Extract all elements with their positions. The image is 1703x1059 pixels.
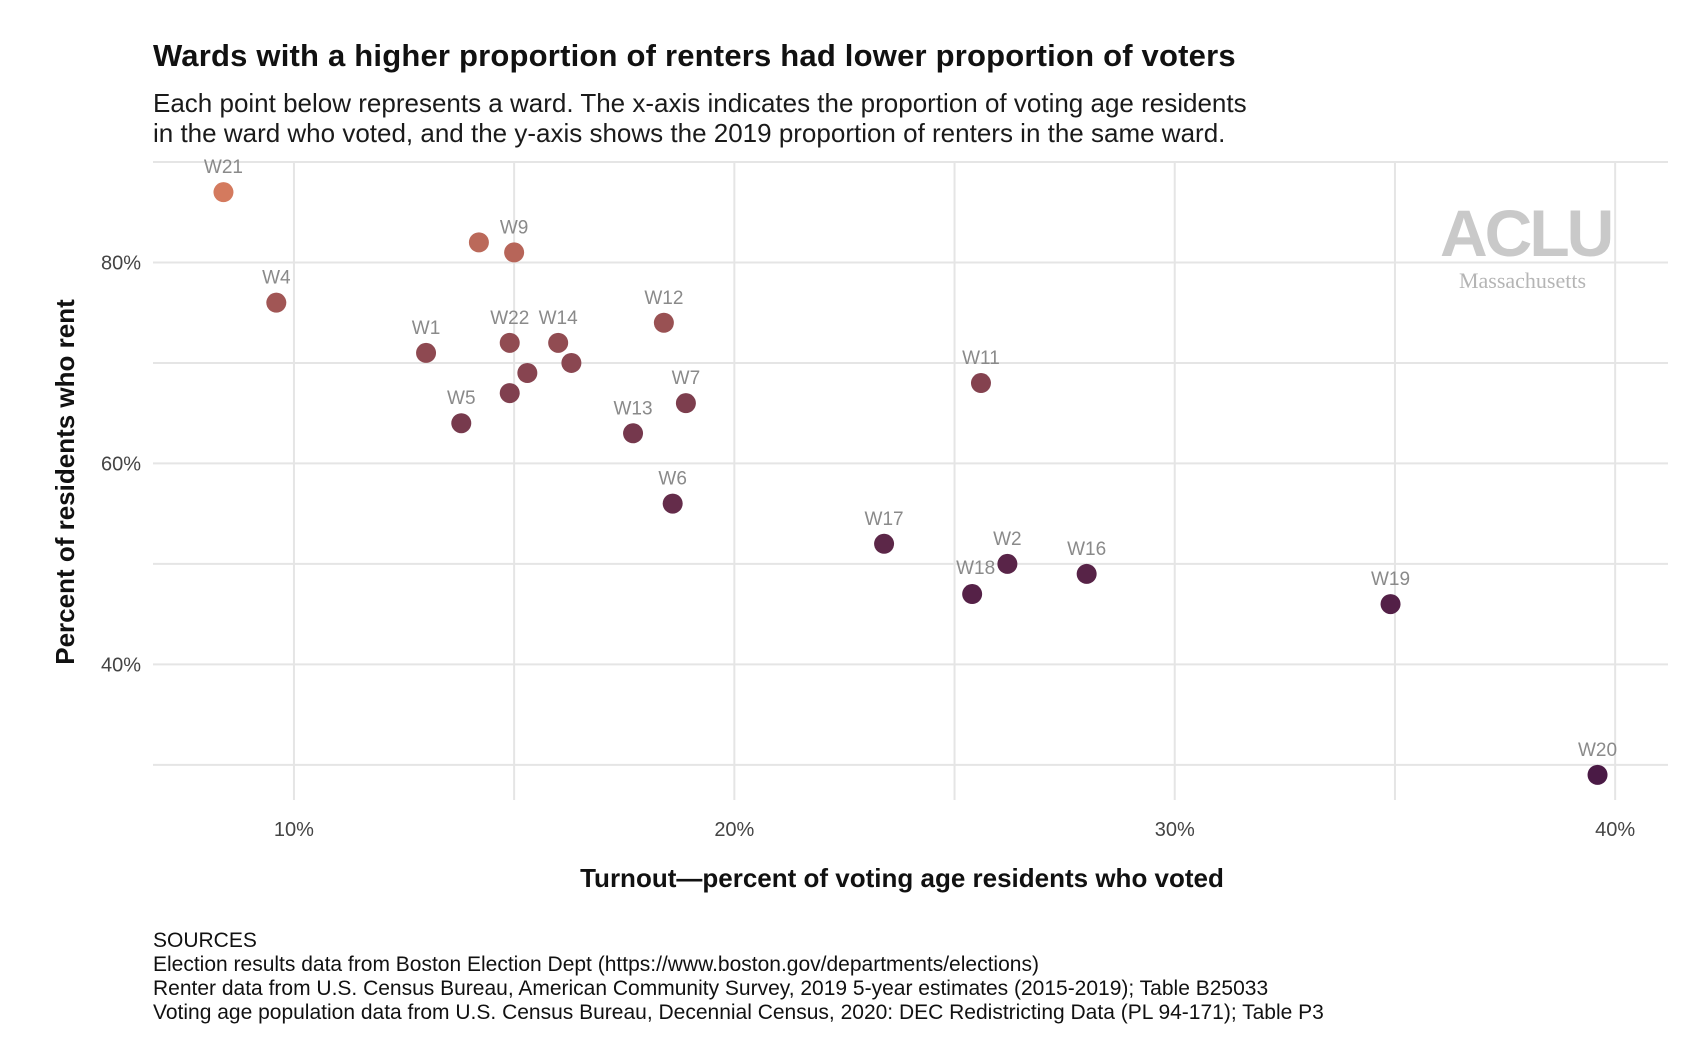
data-point — [499, 383, 520, 404]
aclu-logo-state: Massachusetts — [1458, 268, 1587, 293]
data-point — [653, 312, 674, 333]
point-label: W16 — [1067, 539, 1106, 560]
point-label: W2 — [993, 529, 1022, 550]
x-tick-label: 10% — [274, 819, 314, 841]
point-label: W20 — [1578, 740, 1617, 761]
chart-subtitle-line-1: Each point below represents a ward. The … — [153, 88, 1247, 118]
tick-layer: 10% 20% 30% 40% 40% 60% 80% — [101, 252, 1635, 841]
y-axis-title: Percent of residents who rent — [50, 299, 80, 665]
x-tick-label: 40% — [1595, 819, 1635, 841]
chart-title: Wards with a higher proportion of renter… — [153, 38, 1236, 73]
point-label: W22 — [490, 308, 529, 329]
point-label: W5 — [447, 388, 476, 409]
data-point — [874, 533, 895, 554]
data-point — [416, 342, 437, 363]
sources-heading: SOURCES — [153, 929, 257, 952]
grid-layer — [153, 161, 1668, 800]
point-label: W13 — [614, 398, 653, 419]
data-point — [499, 332, 520, 353]
data-point — [675, 393, 696, 414]
point-label: W18 — [956, 558, 995, 579]
point-label: W6 — [658, 469, 687, 490]
sources-note: SOURCES Election results data from Bosto… — [153, 929, 1324, 1025]
point-label: W19 — [1371, 569, 1410, 590]
data-point — [623, 423, 644, 444]
data-point — [997, 553, 1018, 574]
y-tick-label: 60% — [101, 453, 141, 475]
y-tick-label: 40% — [101, 654, 141, 676]
point-layer — [213, 182, 1608, 785]
aclu-massachusetts-logo: ACLU Massachusetts — [1440, 196, 1614, 294]
point-label: W9 — [500, 217, 529, 238]
source-line-1: Election results data from Boston Electi… — [153, 953, 1039, 976]
source-line-3: Voting age population data from U.S. Cen… — [153, 1001, 1324, 1024]
data-point — [266, 292, 287, 313]
source-line-2: Renter data from U.S. Census Bureau, Ame… — [153, 977, 1269, 1000]
point-label-layer: W21 W4 W9 W1 W22 W14 W5 W12 W7 W13 W6 W11 W17 W2 W18 W1… — [204, 157, 1617, 761]
point-label: W21 — [204, 157, 243, 178]
point-label: W17 — [865, 509, 904, 530]
data-point — [662, 493, 683, 514]
data-point — [1380, 594, 1401, 615]
aclu-logo-mark: ACLU — [1440, 196, 1614, 270]
data-point — [548, 332, 569, 353]
chart-subtitle-line-2: in the ward who voted, and the y-axis sh… — [153, 118, 1226, 148]
data-point — [468, 232, 489, 253]
point-label: W11 — [962, 348, 1000, 369]
data-point — [962, 584, 983, 605]
point-label: W7 — [672, 368, 701, 389]
data-point — [504, 242, 525, 263]
data-point — [970, 373, 991, 394]
data-point — [1076, 563, 1097, 584]
point-label: W12 — [644, 288, 683, 309]
data-point — [451, 413, 472, 434]
x-tick-label: 30% — [1155, 819, 1195, 841]
y-tick-label: 80% — [101, 252, 141, 274]
data-point — [561, 352, 582, 373]
point-label: W14 — [539, 308, 579, 329]
data-point — [213, 182, 234, 203]
x-tick-label: 20% — [714, 819, 754, 841]
point-label: W1 — [412, 318, 441, 339]
data-point — [517, 362, 538, 383]
x-axis-title: Turnout—percent of voting age residents … — [580, 863, 1224, 893]
data-point — [1587, 764, 1608, 785]
point-label: W4 — [262, 268, 291, 289]
